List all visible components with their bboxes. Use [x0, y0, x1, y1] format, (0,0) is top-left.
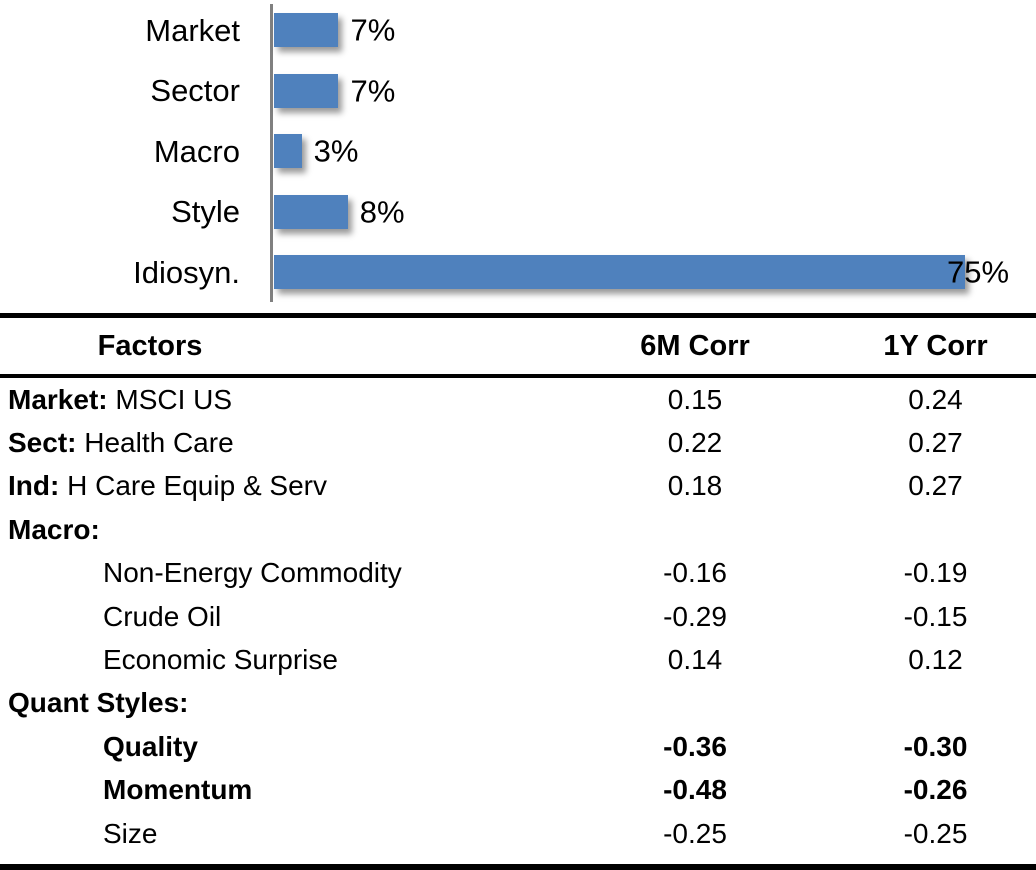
- chart-row: Idiosyn. 75%: [0, 242, 1036, 303]
- corr-6m-cell: -0.48: [663, 774, 727, 806]
- factor-cell: Quant Styles:: [0, 689, 555, 717]
- table-row: Macro:: [0, 508, 1036, 551]
- category-label: Idiosyn.: [133, 254, 240, 290]
- chart-baseline-axis: [270, 4, 273, 302]
- correlation-table: Factors 6M Corr 1Y Corr Market: MSCI US 0…: [0, 313, 1036, 870]
- corr-1y-cell: -0.26: [903, 774, 968, 806]
- corr-1y-cell: 0.24: [908, 383, 963, 415]
- factor-cell: Sect: Health Care: [8, 427, 234, 459]
- factor-cell: Momentum: [103, 774, 253, 806]
- chart-row: Style 8%: [0, 182, 1036, 243]
- bar: [274, 13, 339, 48]
- corr-6m-cell: 0.22: [667, 427, 723, 459]
- data-label: 7%: [350, 73, 396, 109]
- table-row: Momentum -0.48 -0.26: [0, 769, 1036, 812]
- corr-1y-cell: 0.27: [908, 470, 963, 502]
- factor-prefix: Ind:: [8, 470, 60, 502]
- header-1y-corr-label: 1Y Corr: [883, 329, 988, 362]
- corr-1y-cell: -0.19: [903, 557, 968, 589]
- factor-cell: Quality: [103, 730, 198, 762]
- factor-cell: Ind: H Care Equip & Serv: [8, 470, 327, 502]
- table-row: Economic Surprise 0.14 0.12: [0, 638, 1036, 681]
- category-label: Sector: [150, 73, 240, 109]
- corr-6m-cell: -0.36: [663, 730, 727, 762]
- table-row: Ind: H Care Equip & Serv 0.18 0.27: [0, 465, 1036, 508]
- factor-cell: Market: MSCI US: [8, 383, 233, 415]
- factor-cell: Economic Surprise: [103, 644, 338, 676]
- header-6m-corr-label: 6M Corr: [640, 329, 750, 362]
- factor-cell: Crude Oil: [103, 600, 222, 632]
- corr-1y-cell: -0.15: [903, 600, 968, 632]
- table-row: Quality -0.36 -0.30: [0, 725, 1036, 768]
- factor-prefix: Quant Styles:: [8, 687, 189, 719]
- chart-row: Sector 7%: [0, 61, 1036, 122]
- category-label: Style: [171, 194, 240, 230]
- factor-prefix: Sect:: [8, 427, 77, 459]
- table-row: Market: MSCI US 0.15 0.24: [0, 378, 1036, 421]
- data-label: 8%: [359, 194, 405, 230]
- corr-6m-cell: -0.16: [663, 557, 727, 589]
- factor-cell: Size: [103, 817, 158, 849]
- header-factors-label: Factors: [97, 329, 203, 362]
- bar-area: 75%: [274, 254, 1036, 290]
- chart-row: Market 7%: [0, 0, 1036, 61]
- factor-cell: Non-Energy Commodity: [103, 557, 402, 589]
- bar-chart: Market 7% Sector 7% Macro 3% Style 8% Idiosyn. 75…: [0, 0, 1036, 303]
- bar: [274, 255, 965, 290]
- corr-table-body: Market: MSCI US 0.15 0.24 Sect: Health Care…: [0, 378, 1036, 864]
- table-row: Non-Energy Commodity -0.16 -0.19: [0, 552, 1036, 595]
- corr-6m-cell: -0.25: [663, 817, 727, 849]
- bar-area: 8%: [274, 194, 1036, 230]
- corr-6m-cell: 0.15: [667, 383, 723, 415]
- table-row: Crude Oil -0.29 -0.15: [0, 595, 1036, 638]
- corr-6m-cell: 0.14: [667, 644, 723, 676]
- chart-row: Macro 3%: [0, 121, 1036, 182]
- corr-1y-cell: 0.12: [908, 644, 963, 676]
- corr-1y-cell: -0.30: [903, 730, 968, 762]
- bar: [274, 194, 348, 229]
- table-header-row: Factors 6M Corr 1Y Corr: [0, 318, 1036, 378]
- bar: [274, 134, 302, 169]
- category-label: Market: [145, 12, 240, 48]
- data-label: 7%: [350, 12, 396, 48]
- category-label: Macro: [153, 133, 240, 169]
- corr-1y-cell: 0.27: [908, 427, 963, 459]
- header-factors-cell: Factors: [0, 330, 555, 363]
- bar: [274, 73, 339, 108]
- corr-6m-cell: -0.29: [663, 600, 727, 632]
- bar-area: 7%: [274, 73, 1036, 109]
- table-row: Quant Styles:: [0, 682, 1036, 725]
- factor-prefix: Market:: [8, 383, 108, 415]
- data-label: 75%: [947, 254, 1010, 290]
- data-label: 3%: [313, 133, 359, 169]
- corr-6m-cell: 0.18: [667, 470, 723, 502]
- factor-prefix: Macro:: [8, 513, 100, 545]
- bar-area: 7%: [274, 12, 1036, 48]
- table-row: Sect: Health Care 0.22 0.27: [0, 421, 1036, 464]
- corr-1y-cell: -0.25: [903, 817, 968, 849]
- table-row: Size -0.25 -0.25: [0, 812, 1036, 855]
- factor-cell: Macro:: [0, 513, 555, 545]
- bar-area: 3%: [274, 133, 1036, 169]
